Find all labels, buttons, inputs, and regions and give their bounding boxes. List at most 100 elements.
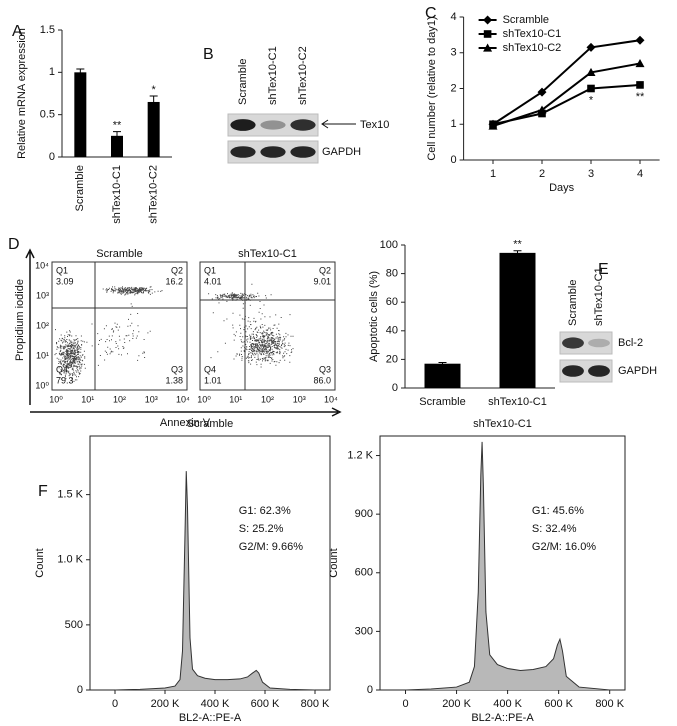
blot-band (290, 146, 316, 158)
chart-title: Scramble (187, 418, 233, 430)
error-bar (438, 362, 447, 365)
marker (537, 105, 547, 114)
flow-frame (51, 261, 188, 391)
lane-label: shTex10-C1 (267, 46, 279, 105)
phase-stat: G2/M: 16.0% (532, 541, 596, 553)
x-tick-label: Scramble (419, 396, 465, 408)
error-bar (513, 250, 522, 256)
flow-events (208, 283, 294, 368)
blot-band (290, 119, 316, 131)
series-line (492, 39, 641, 126)
bar (74, 72, 87, 157)
quadrant-name: Q1 (56, 265, 68, 275)
legend-marker (483, 15, 493, 25)
x-tick-label: 200 K (442, 698, 471, 710)
y-tick-label: 3 (450, 47, 456, 59)
panel-letter: F (38, 483, 48, 500)
x-tick-label: 1 (490, 168, 496, 180)
error-bar (113, 131, 121, 141)
y-tick-label: 0 (450, 154, 456, 166)
flow-y-tick: 10⁰ (35, 380, 49, 390)
phase-stat: G2/M: 9.66% (239, 541, 303, 553)
phase-stat: S: 32.4% (532, 523, 577, 535)
panel-letter: D (8, 236, 20, 253)
marker (635, 35, 645, 45)
x-tick-label: Scramble (74, 165, 86, 211)
panel-letter: E (598, 261, 609, 278)
axis-arrow (30, 407, 342, 417)
x-tick-label: 4 (637, 168, 643, 180)
flow-x-tick: 10⁴ (176, 394, 190, 404)
y-tick-label: 500 (65, 619, 83, 631)
y-tick-label: 1 (450, 118, 456, 130)
error-bar (149, 95, 158, 108)
legend-label: shTex10-C1 (503, 28, 562, 40)
bar (147, 101, 160, 157)
panel-letter: A (12, 23, 23, 40)
x-axis-label: BL2-A::PE-A (179, 712, 242, 724)
quadrant-value: 1.01 (204, 375, 222, 385)
quadrant-name: Q4 (204, 364, 216, 374)
blot-band (260, 120, 286, 130)
y-tick-label: 0 (77, 684, 83, 696)
flow-frame (199, 261, 336, 391)
x-tick-label: 0 (402, 698, 408, 710)
marker (586, 67, 596, 77)
significance: ** (636, 91, 645, 103)
lane-label: shTex10-C1 (593, 267, 605, 326)
x-tick-label: 2 (539, 168, 545, 180)
y-tick-label: 1.5 (40, 24, 55, 36)
quadrant-name: Q3 (171, 364, 183, 374)
x-tick-label: 0 (112, 698, 118, 710)
x-tick-label: shTex10-C2 (148, 165, 160, 224)
quadrant-name: Q2 (319, 265, 331, 275)
y-tick-label: 1 (49, 66, 55, 78)
quadrant-value: 16.2 (165, 276, 183, 286)
quadrant-value: 1.38 (165, 375, 183, 385)
quadrant-value: 79.3 (56, 375, 74, 385)
blot-band (230, 146, 256, 158)
flow-x-tick: 10⁴ (324, 394, 338, 404)
y-tick-label: 60 (386, 296, 398, 308)
significance: * (589, 94, 594, 106)
phase-stat: G1: 45.6% (532, 505, 584, 517)
chart-title: shTex10-C1 (473, 418, 532, 430)
x-tick-label: 600 K (544, 698, 573, 710)
blot-band (562, 365, 584, 377)
flow-y-tick: 10² (36, 320, 49, 330)
blot-row-label: GAPDH (618, 365, 657, 377)
flow-x-tick: 10⁰ (197, 394, 211, 404)
quadrant-name: Q4 (56, 364, 68, 374)
quadrant-name: Q2 (171, 265, 183, 275)
x-tick-label: 400 K (493, 698, 522, 710)
y-tick-label: 80 (386, 268, 398, 280)
x-tick-label: shTex10-C1 (111, 165, 123, 224)
legend-label: Scramble (503, 14, 549, 26)
flow-x-tick: 10² (113, 394, 126, 404)
flow-x-tick: 10⁰ (49, 394, 63, 404)
y-axis-label: Cell number (relative to day1) (426, 16, 438, 160)
legend-marker (483, 30, 492, 38)
quadrant-value: 9.01 (313, 276, 331, 286)
quadrant-name: Q1 (204, 265, 216, 275)
phase-stat: S: 25.2% (239, 523, 284, 535)
y-axis-label: Count (34, 548, 46, 577)
x-tick-label: 800 K (301, 698, 330, 710)
y-tick-label: 40 (386, 325, 398, 337)
y-tick-label: 1.0 K (57, 554, 83, 566)
flow-y-tick: 10³ (36, 290, 49, 300)
blot-row-label: Bcl-2 (618, 337, 643, 349)
y-axis-label: Relative mRNA expression (16, 28, 28, 159)
y-tick-label: 20 (386, 353, 398, 365)
marker (586, 42, 596, 52)
y-tick-label: 2 (450, 82, 456, 94)
quadrant-value: 3.09 (56, 276, 74, 286)
flow-x-tick: 10³ (293, 394, 306, 404)
quadrant-value: 4.01 (204, 276, 222, 286)
marker (636, 81, 644, 89)
blot-band (260, 146, 286, 158)
flow-title: Scramble (96, 248, 142, 260)
y-tick-label: 0 (367, 684, 373, 696)
bar (111, 135, 123, 157)
